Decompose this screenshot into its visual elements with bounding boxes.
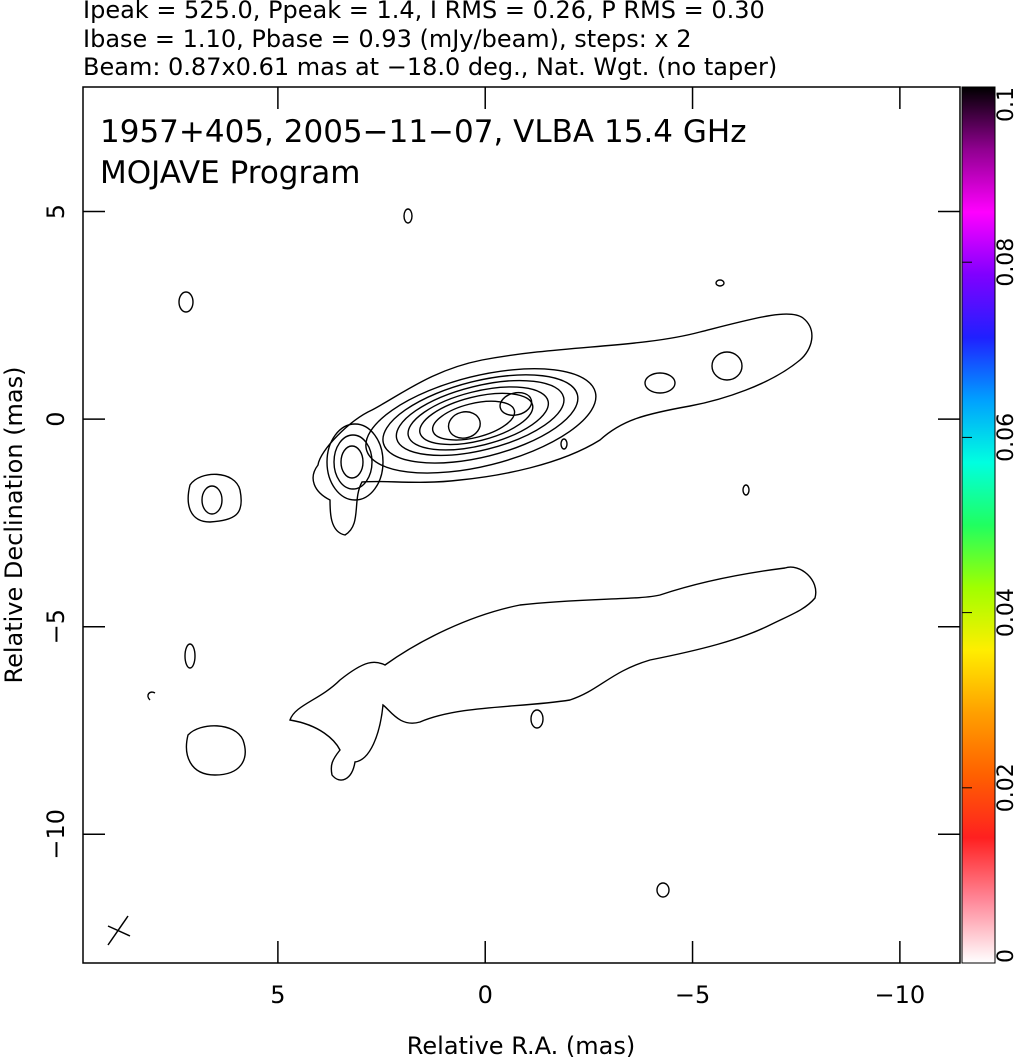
colorbar-tick-label: 0 [994, 949, 1019, 963]
contour [395, 379, 565, 457]
contour [656, 882, 670, 898]
contour [201, 485, 223, 515]
x-tick-label: −5 [675, 981, 710, 1009]
header-line: Ibase = 1.10, Pbase = 0.93 (mJy/beam), s… [83, 25, 692, 53]
header-line: Ipeak = 525.0, Ppeak = 1.4, I RMS = 0.26… [83, 0, 765, 24]
contour [185, 725, 246, 776]
contour [184, 643, 196, 669]
x-axis-label: Relative R.A. (mas) [407, 1032, 635, 1060]
colorbar-tick-label: 0.04 [994, 588, 1019, 637]
beam-axis [107, 925, 131, 937]
y-tick-label: −10 [42, 809, 70, 860]
colorbar-tick-label: 0.02 [994, 763, 1019, 812]
contours [147, 208, 817, 898]
y-tick-label: 0 [42, 411, 70, 426]
plot-frame [82, 86, 961, 964]
x-tick-label: 0 [478, 981, 493, 1009]
contour [187, 473, 242, 523]
colorbar-tick-label: 0.1 [994, 87, 1019, 122]
contour [365, 368, 597, 474]
chart-subtitle: MOJAVE Program [100, 155, 360, 191]
contour [644, 372, 676, 394]
contour [403, 208, 413, 224]
contour [530, 709, 544, 729]
beam-cross [107, 915, 131, 946]
contour [340, 445, 364, 479]
contour [711, 351, 743, 381]
contour [289, 566, 817, 781]
header-line: Beam: 0.87x0.61 mas at −18.0 deg., Nat. … [83, 53, 777, 81]
contour [715, 279, 725, 287]
contour [326, 423, 384, 501]
contour [312, 313, 813, 536]
x-tick-label: −10 [875, 981, 926, 1009]
contour [431, 400, 516, 441]
contour [742, 484, 750, 496]
chart-title: 1957+405, 2005−11−07, VLBA 15.4 GHz [100, 114, 746, 150]
y-tick-label: −5 [42, 609, 70, 644]
contour [447, 411, 481, 439]
contour [178, 291, 194, 313]
colorbar [961, 86, 996, 964]
contour [499, 391, 533, 416]
contour [407, 386, 550, 451]
contour [333, 434, 373, 490]
colorbar-tick-label: 0.06 [994, 413, 1019, 462]
contour [419, 392, 534, 446]
contour [147, 691, 156, 701]
x-tick-label: 5 [270, 981, 285, 1009]
contour [560, 438, 568, 450]
y-tick-label: 5 [42, 204, 70, 219]
contour [382, 374, 579, 464]
colorbar-tick-label: 0.08 [994, 238, 1019, 287]
y-axis-label: Relative Declination (mas) [0, 366, 28, 683]
